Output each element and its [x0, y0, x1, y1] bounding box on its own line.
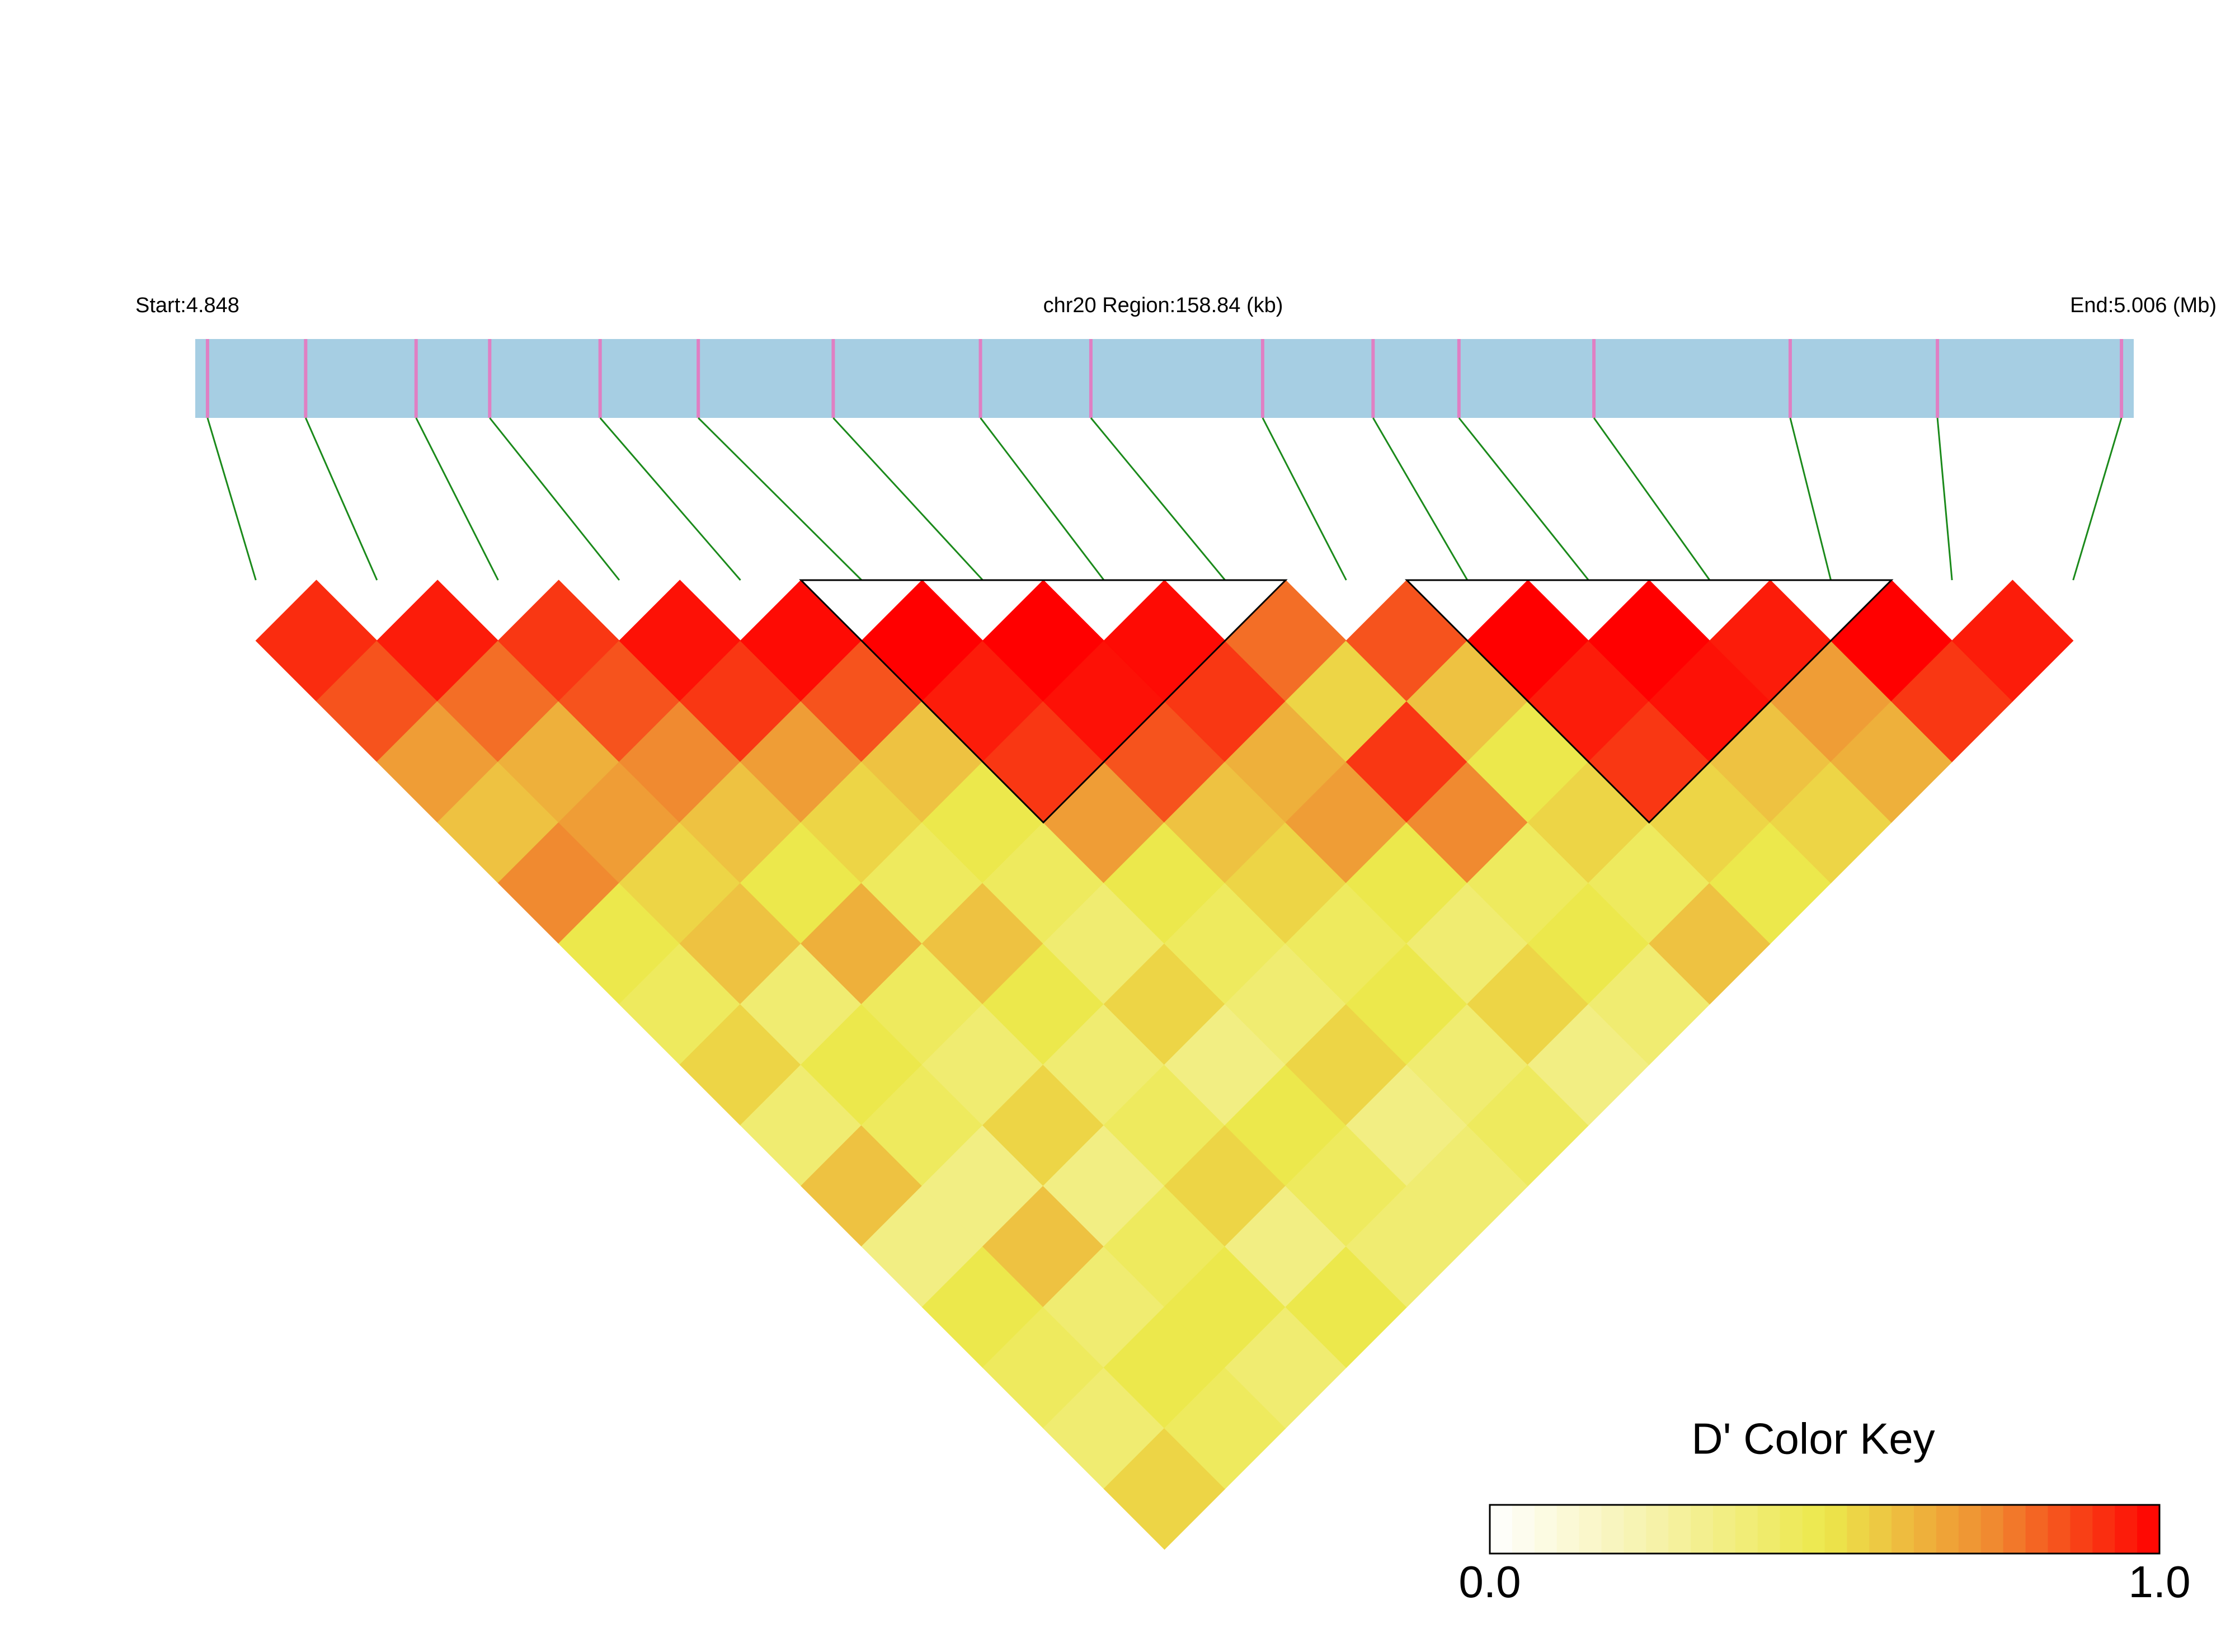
snp-link — [1262, 417, 1347, 581]
snp-link — [1789, 417, 1832, 581]
color-key-border — [1489, 1504, 2161, 1555]
snp-link — [305, 417, 378, 581]
color-key-swatch — [1735, 1505, 1758, 1554]
snp-link — [415, 417, 499, 581]
color-key-swatch — [1936, 1505, 1959, 1554]
color-key-swatch — [1646, 1505, 1669, 1554]
color-key-tick-label: 1.0 — [2128, 1557, 2190, 1607]
snp-link — [2072, 417, 2123, 581]
color-key-swatch — [2070, 1505, 2093, 1554]
color-key-swatch — [2003, 1505, 2026, 1554]
color-key-swatch — [1534, 1505, 1558, 1554]
color-key-tick-label: 0.0 — [1458, 1557, 1521, 1607]
color-key-swatch — [1847, 1505, 1870, 1554]
snp-link — [206, 417, 257, 581]
color-key-swatch — [1601, 1505, 1624, 1554]
color-key-swatch — [1757, 1505, 1781, 1554]
end-label: End:5.006 (Mb) — [2070, 294, 2217, 317]
color-key-swatch — [2025, 1505, 2048, 1554]
snp-link — [698, 417, 863, 581]
snp-link — [1372, 417, 1469, 581]
snp-track — [195, 339, 2134, 418]
color-key-swatch — [1980, 1505, 2004, 1554]
snp-link — [489, 417, 620, 581]
snp-link — [599, 417, 741, 581]
color-key-swatch — [1556, 1505, 1580, 1554]
snp-link — [1458, 417, 1589, 581]
color-key-swatch — [1512, 1505, 1535, 1554]
color-key-swatch — [1891, 1505, 1914, 1554]
color-key-swatch — [1691, 1505, 1714, 1554]
color-key-swatch — [1802, 1505, 1825, 1554]
color-key-swatch — [1914, 1505, 1937, 1554]
snp-link — [1593, 417, 1711, 581]
start-label: Start:4.848 — [135, 294, 239, 317]
chart-title: chr20 Region:158.84 (kb) — [1043, 294, 1283, 317]
color-key-swatch — [2092, 1505, 2115, 1554]
ld-block-outline — [1405, 579, 1894, 824]
color-key-title: D' Color Key — [1691, 1414, 1935, 1463]
snp-link — [980, 417, 1105, 581]
color-key-swatch — [2048, 1505, 2071, 1554]
ld-block-outline — [799, 579, 1288, 824]
color-key-swatch — [1668, 1505, 1691, 1554]
color-key-swatch — [1579, 1505, 1602, 1554]
snp-link — [832, 417, 984, 581]
color-key-swatch — [2137, 1505, 2160, 1554]
snp-link — [1936, 417, 1953, 581]
ld-cell — [1951, 580, 2074, 702]
color-key-swatch — [1624, 1505, 1646, 1554]
color-key-swatch — [1869, 1505, 1892, 1554]
color-key-swatch — [2115, 1505, 2138, 1554]
color-key-swatch — [1824, 1505, 1847, 1554]
snp-link — [1090, 417, 1226, 581]
color-key-swatch — [1490, 1505, 1513, 1554]
color-key-swatch — [1713, 1505, 1736, 1554]
color-key-swatch — [1780, 1505, 1803, 1554]
color-key-swatch — [1958, 1505, 1982, 1554]
